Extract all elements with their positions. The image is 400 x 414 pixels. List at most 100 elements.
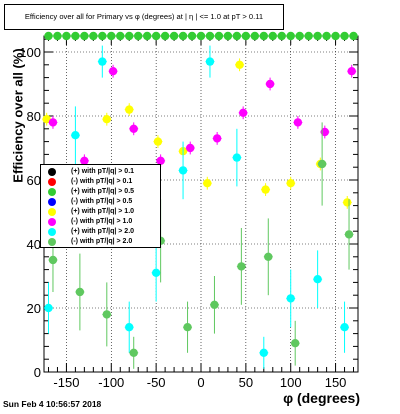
x-tick-label: 150 <box>325 375 347 390</box>
data-point <box>241 31 251 41</box>
data-point <box>125 105 134 114</box>
data-point <box>317 159 327 169</box>
data-point <box>80 31 89 41</box>
timestamp-footer: Sun Feb 4 10:56:57 2018 <box>3 399 102 409</box>
x-tick-label: 100 <box>280 375 302 390</box>
data-point <box>250 31 260 41</box>
data-point <box>116 31 125 41</box>
data-point <box>232 31 242 41</box>
y-tick-label: 20 <box>27 301 41 316</box>
data-point <box>107 31 116 41</box>
series-7 <box>48 122 354 369</box>
legend-marker <box>48 208 56 216</box>
legend-label: (-) with pT/|q| > 0.5 <box>71 198 133 205</box>
data-point <box>71 31 80 41</box>
data-point <box>295 31 304 41</box>
data-point <box>134 31 143 41</box>
data-point <box>62 31 71 41</box>
legend-entry: (-) with pT/|q| > 1.0 <box>41 217 161 227</box>
data-point <box>156 156 165 165</box>
data-point <box>235 60 244 69</box>
data-point <box>42 115 51 124</box>
series-2 <box>44 31 358 41</box>
data-point <box>210 300 219 309</box>
data-point <box>340 31 349 41</box>
data-point <box>151 268 161 277</box>
data-point <box>205 57 215 66</box>
y-tick-label: 100 <box>19 45 41 60</box>
data-point <box>286 31 295 41</box>
data-point <box>265 79 275 89</box>
data-point <box>349 31 358 41</box>
data-point <box>186 143 195 153</box>
y-tick-label: 60 <box>27 173 41 188</box>
legend-marker <box>48 178 56 186</box>
data-point <box>286 294 295 303</box>
data-point <box>259 348 268 357</box>
data-point <box>153 137 163 146</box>
data-point <box>340 323 349 332</box>
data-point <box>264 252 273 261</box>
data-point <box>212 134 222 143</box>
data-point <box>304 31 313 41</box>
legend-label: (-) with pT/|q| > 2.0 <box>71 238 133 245</box>
data-point <box>320 127 330 137</box>
legend-label: (-) with pT/|q| > 0.1 <box>71 178 133 185</box>
data-point <box>53 31 62 41</box>
data-point <box>142 31 152 41</box>
data-point <box>259 31 268 41</box>
data-point <box>286 179 295 188</box>
legend: (+) with pT/|q| > 0.1 (-) with pT/|q| > 0… <box>40 164 161 248</box>
data-point <box>293 118 303 127</box>
legend-label: (+) with pT/|q| > 0.5 <box>71 188 135 195</box>
x-tick-label: 0 <box>197 375 204 390</box>
data-point <box>344 230 354 239</box>
data-point <box>102 310 112 319</box>
data-point <box>80 156 89 165</box>
data-point <box>214 31 224 41</box>
x-tick-label: 50 <box>239 375 253 390</box>
legend-entry: (+) with pT/|q| > 0.1 <box>41 167 161 177</box>
y-tick-label: 40 <box>27 237 41 252</box>
data-point <box>203 179 212 188</box>
legend-marker <box>48 168 56 176</box>
legend-entry: (+) with pT/|q| > 0.5 <box>41 187 161 197</box>
data-point <box>44 31 53 41</box>
data-point <box>205 31 215 41</box>
data-point <box>151 31 161 41</box>
data-point <box>187 31 197 41</box>
x-tick-label: -100 <box>98 375 124 390</box>
data-point <box>75 287 85 297</box>
data-point <box>313 31 322 41</box>
data-point <box>89 31 98 41</box>
legend-entry: (-) with pT/|q| > 0.5 <box>41 197 161 207</box>
data-point <box>343 198 352 207</box>
legend-entry: (-) with pT/|q| > 2.0 <box>41 237 161 247</box>
chart-title: Efficiency over all for Primary vs φ (de… <box>4 4 284 30</box>
data-point <box>125 31 134 41</box>
data-point <box>313 275 322 284</box>
legend-entry: (+) with pT/|q| > 1.0 <box>41 207 161 217</box>
series-6 <box>44 45 350 369</box>
data-point <box>178 31 188 41</box>
data-point <box>169 31 179 41</box>
data-point <box>71 131 80 140</box>
legend-label: (+) with pT/|q| > 2.0 <box>71 228 135 235</box>
x-tick-label: -50 <box>147 375 166 390</box>
x-tick-label: -150 <box>53 375 79 390</box>
legend-marker <box>48 228 56 236</box>
data-point <box>223 31 233 41</box>
x-axis-label: φ (degrees) <box>283 390 360 406</box>
data-point <box>108 67 118 76</box>
data-point <box>232 153 242 162</box>
data-point <box>291 339 300 348</box>
data-point <box>48 255 58 265</box>
data-point <box>183 323 192 332</box>
data-point <box>160 31 170 41</box>
data-point <box>277 31 286 41</box>
legend-entry: (-) with pT/|q| > 0.1 <box>41 177 161 187</box>
legend-marker <box>48 238 56 246</box>
y-tick-label: 80 <box>27 109 41 124</box>
legend-label: (-) with pT/|q| > 1.0 <box>71 218 133 225</box>
